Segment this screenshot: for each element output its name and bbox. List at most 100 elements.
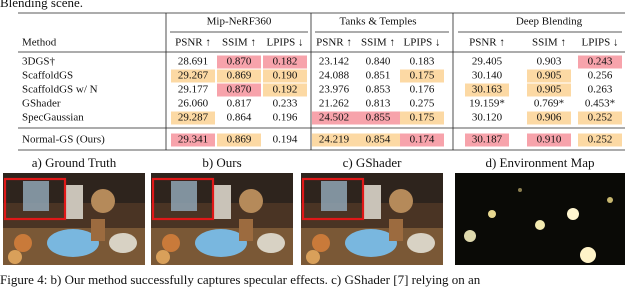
panel-label: a) Ground Truth — [32, 155, 117, 170]
cell-value: 0.855 — [366, 112, 391, 124]
cell-highlight — [465, 133, 509, 147]
cell-value: 0.183 — [410, 56, 435, 68]
column-header: PSNR ↑ — [469, 37, 505, 49]
cell-highlight — [527, 69, 571, 83]
ours-image — [151, 173, 293, 265]
cell-value: 0.192 — [273, 84, 298, 96]
cell-value: 0.869 — [227, 134, 252, 146]
cell-value: 0.174 — [410, 134, 435, 146]
cell-value: 0.869 — [227, 70, 252, 82]
cell-value: 0.252 — [588, 134, 613, 146]
cell-highlight — [356, 133, 400, 147]
cell-highlight — [263, 69, 307, 83]
cell-value: 29.287 — [178, 112, 209, 124]
group-header: Deep Blending — [516, 16, 583, 28]
cell-highlight — [400, 133, 444, 147]
method-name: SpecGaussian — [22, 112, 84, 124]
group-header: Tanks & Temples — [339, 16, 416, 28]
cell-highlight — [217, 83, 261, 97]
column-header: LPIPS ↓ — [404, 37, 441, 49]
cell-value: 0.190 — [273, 70, 298, 82]
cell-highlight — [578, 111, 622, 125]
cell-highlight — [217, 55, 261, 69]
ground-truth-image — [3, 173, 145, 265]
figure: a) Ground Truth b) Ours c) GShader d) Envir… — [0, 155, 625, 287]
panel-label: d) Environment Map — [485, 155, 594, 170]
environment-map-image — [455, 173, 625, 265]
column-header: LPIPS ↓ — [582, 37, 619, 49]
cell-highlight — [578, 133, 622, 147]
cell-highlight — [578, 55, 622, 69]
cell-value: 0.243 — [588, 56, 613, 68]
cell-value: 0.252 — [588, 112, 613, 124]
cell-value: 0.854 — [366, 134, 391, 146]
results-table: Mip-NeRF360 Tanks & Temples Deep Blending M… — [18, 12, 625, 151]
cell-highlight — [465, 83, 509, 97]
cell-value: 23.142 — [319, 56, 349, 68]
cell-value: 29.267 — [178, 70, 209, 82]
cell-highlight — [171, 111, 215, 125]
cell-value: 0.263 — [588, 84, 613, 96]
cell-value: 0.853 — [366, 84, 391, 96]
figure-caption: Figure 4: b) Our method successfully cap… — [0, 272, 481, 287]
column-header: PSNR ↑ — [316, 37, 352, 49]
cell-value: 0.851 — [366, 70, 391, 82]
cell-highlight — [312, 111, 356, 125]
cell-value: 29.341 — [178, 134, 208, 146]
cell-highlight — [263, 83, 307, 97]
cell-value: 24.088 — [319, 70, 350, 82]
cell-value: 0.870 — [227, 56, 252, 68]
cell-value: 0.453* — [585, 98, 615, 110]
cell-highlight — [527, 111, 571, 125]
column-header: LPIPS ↓ — [267, 37, 304, 49]
cell-value: 0.813 — [366, 98, 391, 110]
cell-value: 0.870 — [227, 84, 252, 96]
cell-highlight — [527, 83, 571, 97]
cell-value: 0.194 — [273, 134, 298, 146]
gshader-image — [301, 173, 443, 265]
cell-value: 0.817 — [227, 98, 252, 110]
cell-value: 0.233 — [273, 98, 298, 110]
cell-value: 19.159* — [469, 98, 505, 110]
method-name: Normal-GS (Ours) — [22, 134, 105, 146]
cell-value: 0.905 — [537, 70, 562, 82]
cell-value: 29.177 — [178, 84, 209, 96]
cell-value: 0.905 — [537, 84, 562, 96]
panel-label: c) GShader — [343, 155, 403, 170]
cell-highlight — [171, 69, 215, 83]
cell-value: 0.864 — [227, 112, 252, 124]
column-header: SSIM ↑ — [532, 37, 566, 49]
cell-highlight — [527, 133, 571, 147]
cell-value: 0.176 — [410, 84, 435, 96]
intro-text: Blending scene. — [0, 0, 83, 10]
cell-highlight — [356, 111, 400, 125]
cell-highlight — [400, 111, 444, 125]
cell-value: 0.910 — [537, 134, 562, 146]
cell-value: 0.275 — [410, 98, 435, 110]
cell-value: 26.060 — [178, 98, 209, 110]
cell-highlight — [217, 133, 261, 147]
method-name: GShader — [22, 98, 61, 110]
cell-value: 21.262 — [319, 98, 349, 110]
cell-highlight — [263, 55, 307, 69]
cell-value: 28.691 — [178, 56, 208, 68]
cell-value: 24.502 — [319, 112, 349, 124]
cell-value: 30.187 — [472, 134, 503, 146]
column-header: Method — [22, 37, 57, 49]
cell-value: 0.196 — [273, 112, 298, 124]
cell-value: 0.175 — [410, 112, 435, 124]
method-name: 3DGS† — [22, 56, 56, 68]
cell-value: 23.976 — [319, 84, 350, 96]
cell-highlight — [217, 69, 261, 83]
cell-value: 0.903 — [537, 56, 562, 68]
cell-value: 30.120 — [472, 112, 503, 124]
cell-value: 0.182 — [273, 56, 298, 68]
method-name: ScaffoldGS w/ N — [22, 84, 98, 96]
column-header: PSNR ↑ — [175, 37, 211, 49]
cell-value: 0.175 — [410, 70, 435, 82]
column-header: SSIM ↑ — [222, 37, 256, 49]
cell-value: 0.256 — [588, 70, 613, 82]
cell-value: 0.769* — [534, 98, 564, 110]
method-name: ScaffoldGS — [22, 70, 73, 82]
